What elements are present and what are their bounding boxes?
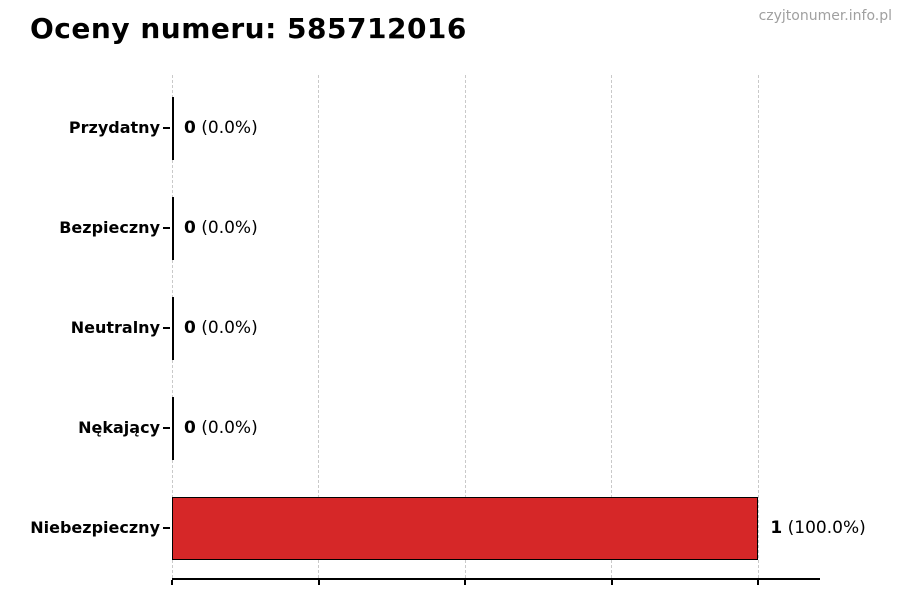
value-count: 0: [184, 218, 196, 238]
value-percent: (0.0%): [195, 318, 258, 338]
y-axis-tick: [163, 327, 170, 329]
value-percent: (0.0%): [195, 418, 258, 438]
value-count: 0: [184, 318, 196, 338]
x-axis-tick: [610, 580, 613, 585]
value-label: 0 (0.0%): [184, 418, 258, 438]
category-label: Niebezpieczny: [30, 518, 160, 537]
gridline: [318, 75, 320, 578]
value-percent: (100.0%): [782, 518, 866, 538]
x-axis-tick: [317, 580, 320, 585]
category-label: Nękający: [78, 418, 160, 437]
y-axis-tick: [163, 227, 170, 229]
plot-area: 0 (0.0%) 0 (0.0%) 0 (0.0%) 0 (0.0%) 1 (100.0…: [171, 75, 866, 585]
watermark-text: czyjtonumer.info.pl: [758, 8, 892, 24]
bar-zero-value: [172, 396, 174, 460]
x-axis-tick: [171, 580, 173, 585]
bar-zero-value: [172, 196, 174, 260]
value-percent: (0.0%): [195, 218, 258, 238]
bar: [172, 496, 759, 560]
category-label: Neutralny: [70, 318, 160, 337]
bar-zero-value: [172, 96, 174, 160]
gridline: [611, 75, 613, 578]
value-count: 0: [184, 418, 196, 438]
value-label: 0 (0.0%): [184, 118, 258, 138]
x-axis-tick: [464, 580, 467, 585]
x-axis-tick: [757, 580, 760, 585]
gridline: [464, 75, 466, 578]
y-axis-tick: [163, 127, 170, 129]
value-label: 1 (100.0%): [770, 518, 865, 538]
gridline: [757, 75, 759, 578]
y-axis-tick: [163, 427, 170, 429]
category-label: Bezpieczny: [59, 218, 160, 237]
value-count: 0: [184, 118, 196, 138]
y-axis-tick: [163, 527, 170, 529]
value-count: 1: [770, 518, 783, 538]
value-percent: (0.0%): [195, 118, 258, 138]
chart-title: Oceny numeru: 585712016: [30, 12, 467, 45]
value-label: 0 (0.0%): [184, 318, 258, 338]
value-label: 0 (0.0%): [184, 218, 258, 238]
category-label: Przydatny: [68, 118, 160, 137]
bar-zero-value: [172, 296, 174, 360]
